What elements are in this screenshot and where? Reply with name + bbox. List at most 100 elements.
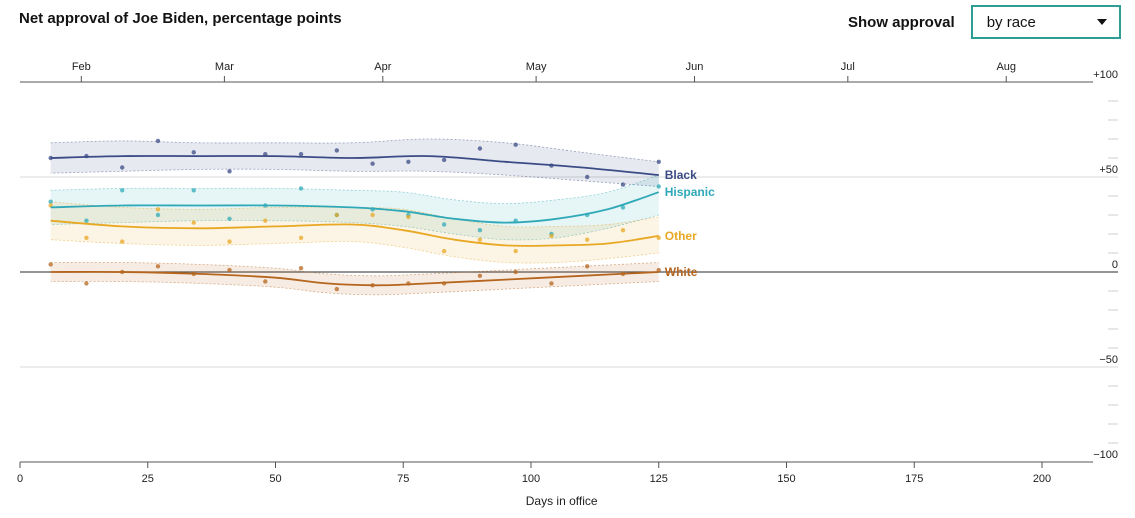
- poll-point: [334, 148, 340, 153]
- poll-point: [477, 273, 483, 278]
- x-tick-label: 175: [905, 473, 923, 485]
- poll-point: [513, 248, 518, 254]
- month-tick-label: May: [526, 61, 547, 73]
- poll-points: [48, 138, 661, 292]
- poll-point: [155, 207, 161, 212]
- race-select-dropdown[interactable]: by race: [970, 5, 1121, 39]
- poll-point: [227, 267, 232, 273]
- poll-point: [155, 212, 161, 218]
- band-upper-hispanic: [50, 174, 659, 205]
- poll-point: [84, 235, 89, 240]
- poll-point: [585, 264, 590, 269]
- trend-line-black: [50, 155, 659, 176]
- y-tick-label: +100: [1093, 69, 1118, 81]
- series-label-other: Other: [665, 229, 697, 243]
- poll-point: [298, 152, 304, 157]
- poll-point: [585, 174, 590, 180]
- poll-point: [334, 212, 340, 218]
- poll-point: [48, 155, 53, 161]
- poll-point: [120, 165, 125, 170]
- x-tick-label: 200: [1033, 473, 1051, 485]
- poll-point: [513, 269, 518, 275]
- poll-point: [263, 218, 268, 223]
- month-tick-label: Jul: [841, 61, 855, 73]
- poll-point: [656, 184, 661, 189]
- poll-point: [155, 264, 161, 269]
- y-tick-label: −50: [1099, 354, 1118, 366]
- x-tick-label: 0: [17, 473, 23, 485]
- x-tick-label: 150: [777, 473, 795, 485]
- poll-point: [370, 212, 375, 218]
- poll-point: [513, 142, 518, 147]
- y-tick-label: 0: [1112, 259, 1118, 271]
- trend-lines: [50, 155, 660, 287]
- y-tick-label: −100: [1093, 449, 1118, 461]
- poll-point: [298, 235, 304, 240]
- approval-control: Show approval by race: [848, 3, 1121, 41]
- series-label-hispanic: Hispanic: [665, 185, 715, 199]
- poll-point: [585, 237, 590, 242]
- series-label-black: Black: [665, 168, 697, 182]
- x-tick-label: 100: [522, 473, 540, 485]
- trend-line-white: [50, 270, 659, 287]
- select-value: by race: [986, 13, 1036, 31]
- confidence-band-white: [50, 262, 659, 295]
- poll-point: [263, 279, 268, 284]
- poll-point: [441, 222, 447, 227]
- poll-point: [227, 239, 232, 244]
- x-axis-title: Days in office: [526, 494, 598, 508]
- band-lower-hispanic: [50, 214, 659, 241]
- poll-point: [441, 157, 447, 163]
- poll-point: [191, 150, 196, 155]
- band-upper-other: [50, 201, 659, 228]
- month-tick-label: Mar: [215, 61, 234, 73]
- chevron-down-icon: [1096, 19, 1107, 25]
- confidence-band-other: [50, 201, 659, 264]
- band-upper-white: [50, 261, 659, 277]
- poll-point: [441, 248, 447, 254]
- month-tick-label: Feb: [72, 61, 91, 73]
- poll-point: [298, 266, 304, 271]
- poll-point: [155, 138, 161, 144]
- poll-point: [620, 182, 626, 187]
- poll-point: [477, 146, 483, 151]
- axes: +100 +50 0 −50 −100 Feb Mar Apr May Jun Jul Aug 0 25 5…: [17, 61, 1118, 508]
- series-label-white: White: [665, 265, 698, 279]
- chart-title: Net approval of Joe Biden, percentage po…: [19, 10, 342, 27]
- x-tick-label: 25: [142, 473, 154, 485]
- band-lower-other: [50, 239, 659, 264]
- month-tick-label: Apr: [374, 61, 391, 73]
- poll-point: [406, 214, 411, 220]
- x-tick-label: 75: [397, 473, 409, 485]
- poll-point: [48, 199, 53, 204]
- x-tick-label: 125: [650, 473, 668, 485]
- poll-point: [84, 218, 89, 223]
- poll-point: [227, 169, 232, 174]
- poll-point: [120, 239, 125, 244]
- poll-point: [191, 188, 196, 193]
- y-tick-label: +50: [1099, 164, 1118, 176]
- trend-line-hispanic: [50, 191, 660, 224]
- poll-point: [656, 159, 661, 164]
- poll-point: [84, 281, 89, 286]
- trend-line-other: [50, 219, 659, 247]
- month-tick-label: Aug: [996, 61, 1016, 73]
- poll-point: [191, 220, 196, 225]
- poll-point: [549, 233, 554, 239]
- month-tick-label: Jun: [686, 61, 704, 73]
- poll-point: [477, 237, 483, 242]
- poll-point: [620, 228, 626, 233]
- band-upper-black: [50, 138, 659, 163]
- poll-point: [334, 286, 340, 292]
- poll-point: [370, 161, 375, 166]
- poll-point: [549, 281, 554, 286]
- poll-point: [620, 205, 626, 210]
- poll-point: [298, 186, 304, 191]
- x-tick-label: 50: [269, 473, 281, 485]
- poll-point: [406, 159, 411, 164]
- show-approval-label: Show approval: [848, 13, 955, 31]
- poll-point: [477, 228, 483, 233]
- confidence-band-black: [50, 139, 659, 187]
- poll-point: [227, 216, 232, 221]
